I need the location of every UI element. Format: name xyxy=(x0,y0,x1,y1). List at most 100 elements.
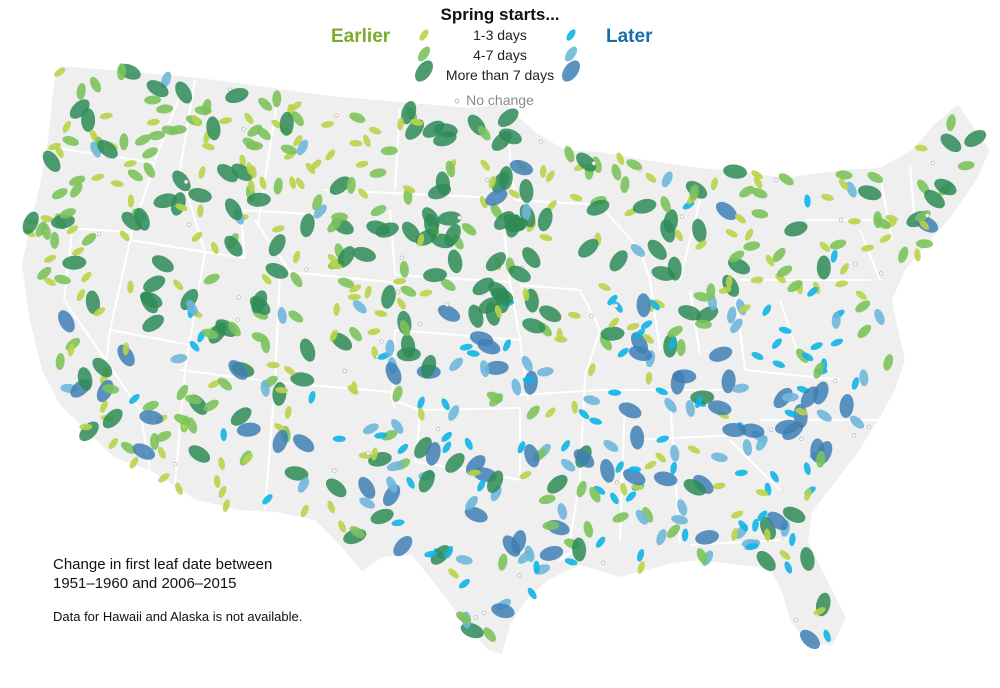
leaf-later-1-3 xyxy=(823,629,831,643)
leaf-earlier-4-7 xyxy=(743,241,761,251)
leaf-earlier-1-3 xyxy=(329,262,343,270)
leaf-later-1-3 xyxy=(441,431,452,442)
leaf-later-4-7 xyxy=(755,435,768,451)
leaf-earlier-1-3 xyxy=(519,471,532,480)
leaf-later-1-3 xyxy=(445,545,454,559)
leaf-earlier-1-3 xyxy=(222,499,230,512)
no-change-marker xyxy=(183,179,189,184)
leaf-earlier-4-7 xyxy=(666,524,681,539)
leaf-earlier-1-3 xyxy=(248,179,255,193)
leaf-later-1-3 xyxy=(830,338,844,347)
leaf-earlier-1-3 xyxy=(271,225,285,233)
leaf-earlier-more-7 xyxy=(800,547,815,571)
leaf-earlier-more-7 xyxy=(756,550,776,572)
leaf-earlier-1-3 xyxy=(914,248,921,262)
no-change-marker xyxy=(768,427,774,432)
leaf-earlier-1-3 xyxy=(292,250,301,264)
leaf-earlier-more-7 xyxy=(146,80,169,98)
no-change-marker xyxy=(517,573,522,578)
leaf-later-more-7 xyxy=(437,305,461,322)
leaf-earlier-more-7 xyxy=(508,265,531,283)
leaf-earlier-more-7 xyxy=(370,508,394,525)
leaf-earlier-more-7 xyxy=(486,470,504,494)
leaf-earlier-1-3 xyxy=(110,180,124,187)
leaf-later-4-7 xyxy=(560,458,576,472)
leaf-earlier-more-7 xyxy=(784,221,808,237)
leaf-later-4-7 xyxy=(465,495,478,511)
leaf-earlier-1-3 xyxy=(191,115,201,127)
leaf-earlier-more-7 xyxy=(92,357,113,378)
leaf-earlier-more-7 xyxy=(430,545,451,565)
leaf-earlier-1-3 xyxy=(175,203,188,212)
leaf-later-more-7 xyxy=(721,369,736,394)
leaf-earlier-1-3 xyxy=(274,423,286,432)
leaf-earlier-1-3 xyxy=(554,336,568,343)
leaf-earlier-4-7 xyxy=(667,325,683,338)
leaf-later-4-7 xyxy=(727,306,737,324)
leaf-earlier-1-3 xyxy=(284,365,296,376)
no-change-marker xyxy=(172,461,178,467)
no-change-marker xyxy=(773,177,779,183)
leaf-earlier-more-7 xyxy=(188,445,211,463)
leaf-earlier-4-7 xyxy=(676,339,686,357)
leaf-later-more-7 xyxy=(782,421,804,440)
leaf-earlier-4-7 xyxy=(203,273,220,285)
leaf-earlier-more-7 xyxy=(225,87,249,104)
leaf-later-4-7 xyxy=(260,379,270,397)
leaf-earlier-more-7 xyxy=(279,111,294,136)
state-border xyxy=(859,229,881,281)
leaf-later-1-3 xyxy=(608,389,622,396)
leaf-later-1-3 xyxy=(595,536,606,548)
leaf-later-more-7 xyxy=(477,338,501,355)
leaf-earlier-1-3 xyxy=(569,193,583,202)
leaf-later-4-7 xyxy=(386,476,398,493)
leaf-earlier-more-7 xyxy=(934,178,957,196)
leaf-earlier-1-3 xyxy=(626,322,640,331)
state-border xyxy=(419,407,521,411)
leaf-earlier-more-7 xyxy=(858,185,882,201)
leaf-earlier-4-7 xyxy=(855,300,871,313)
leaf-earlier-1-3 xyxy=(43,277,56,286)
leaf-earlier-1-3 xyxy=(726,274,733,288)
leaf-earlier-1-3 xyxy=(608,317,620,328)
leaf-earlier-4-7 xyxy=(349,112,366,123)
leaf-later-1-3 xyxy=(593,485,606,495)
leaf-earlier-more-7 xyxy=(300,213,315,238)
leaf-earlier-1-3 xyxy=(202,143,215,151)
leaf-earlier-4-7 xyxy=(440,278,456,292)
leaf-earlier-more-7 xyxy=(447,249,463,274)
leaf-earlier-1-3 xyxy=(327,253,339,264)
leaf-earlier-1-3 xyxy=(855,290,867,300)
leaf-earlier-4-7 xyxy=(490,203,503,219)
leaf-later-4-7 xyxy=(391,419,404,434)
leaf-later-more-7 xyxy=(767,511,788,531)
leaf-earlier-1-3 xyxy=(261,273,272,285)
leaf-later-1-3 xyxy=(762,304,772,316)
no-change-marker xyxy=(851,433,857,438)
leaf-later-1-3 xyxy=(441,398,450,411)
leaf-later-more-7 xyxy=(132,443,156,460)
leaf-earlier-more-7 xyxy=(578,238,599,258)
no-change-marker xyxy=(235,317,240,322)
leaf-earlier-4-7 xyxy=(483,627,497,642)
leaf-later-1-3 xyxy=(681,528,689,542)
no-change-marker xyxy=(399,255,405,260)
leaf-earlier-more-7 xyxy=(491,131,512,151)
leaf-later-more-7 xyxy=(618,402,642,419)
leaf-earlier-4-7 xyxy=(143,162,156,178)
leaf-later-4-7 xyxy=(557,503,568,520)
leaf-earlier-1-3 xyxy=(284,405,292,419)
leaf-earlier-more-7 xyxy=(632,198,657,214)
leaf-earlier-1-3 xyxy=(725,229,738,238)
leaf-earlier-4-7 xyxy=(369,168,387,178)
leaf-later-1-3 xyxy=(308,390,316,404)
leaf-later-more-7 xyxy=(839,394,854,418)
leaf-earlier-1-3 xyxy=(547,200,557,211)
leaf-earlier-4-7 xyxy=(751,187,768,199)
leaf-earlier-1-3 xyxy=(191,232,203,242)
leaf-earlier-1-3 xyxy=(271,119,283,129)
leaf-earlier-1-3 xyxy=(539,234,553,242)
leaf-earlier-1-3 xyxy=(755,489,769,497)
leaf-earlier-more-7 xyxy=(42,150,61,172)
leaf-earlier-more-7 xyxy=(81,108,96,132)
